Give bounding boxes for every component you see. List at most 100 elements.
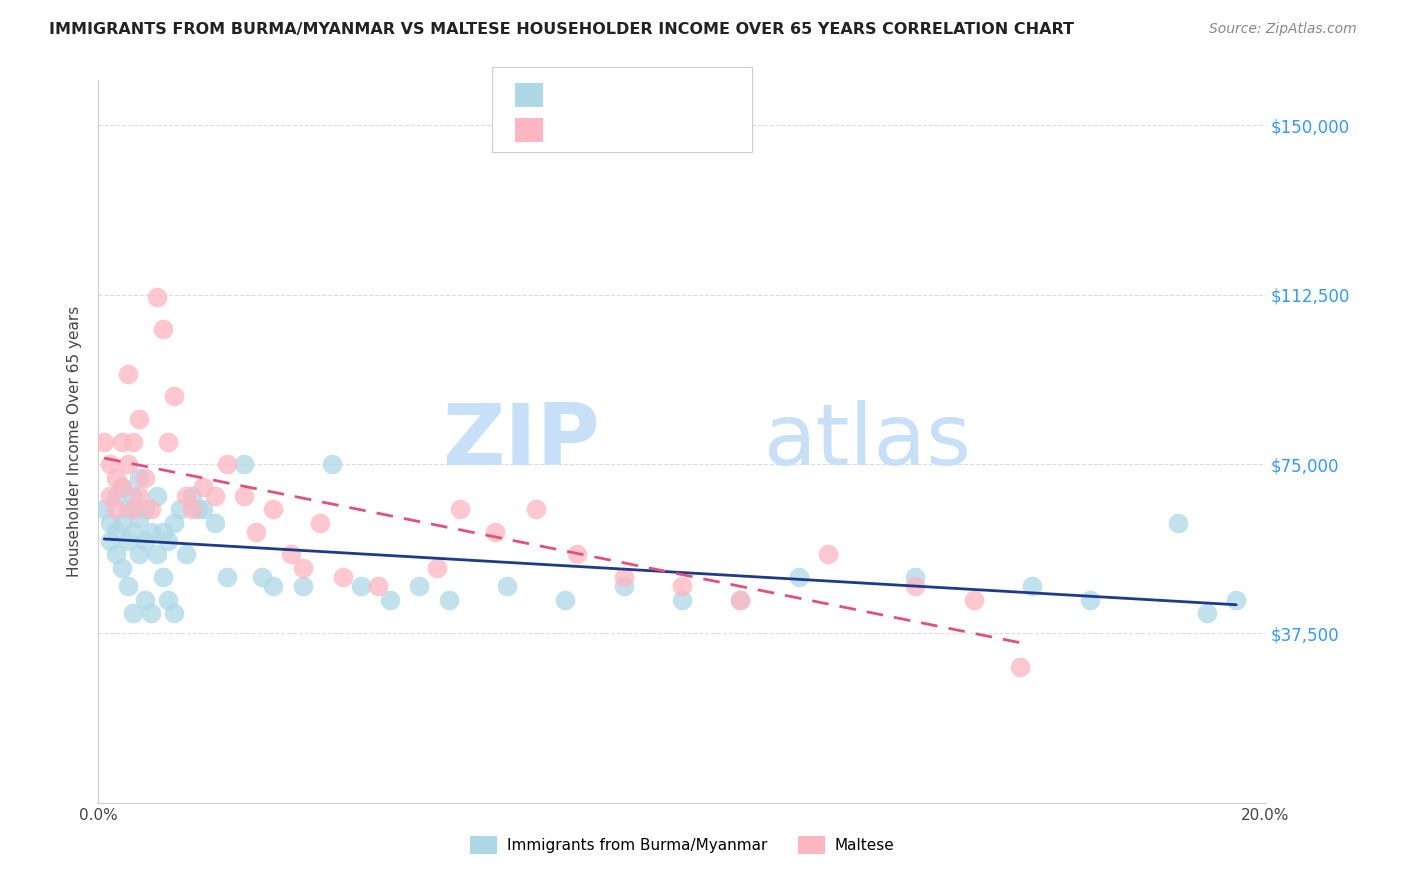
Point: [193, 502, 215, 516]
Point: [146, 489, 169, 503]
Point: [233, 457, 256, 471]
Point: [250, 570, 273, 584]
Point: [612, 570, 634, 584]
Point: [157, 533, 180, 548]
Point: [122, 502, 145, 516]
Point: [122, 524, 145, 539]
Point: [128, 412, 150, 426]
Text: -0.222: -0.222: [583, 88, 638, 103]
Point: [1225, 592, 1247, 607]
Point: [380, 592, 402, 607]
Point: [98, 533, 121, 548]
Point: [262, 502, 284, 516]
Point: [117, 457, 139, 471]
Point: [93, 434, 115, 449]
Point: [187, 502, 209, 516]
Point: [280, 548, 302, 562]
Point: [671, 592, 693, 607]
Point: [157, 592, 180, 607]
Point: [152, 321, 174, 335]
Text: N =: N =: [634, 123, 678, 138]
Point: [787, 570, 810, 584]
Point: [962, 592, 984, 607]
Text: R =: R =: [553, 123, 586, 138]
Point: [104, 524, 127, 539]
Point: [1010, 660, 1032, 674]
Point: [139, 606, 162, 620]
Point: [146, 548, 169, 562]
Point: [163, 389, 186, 403]
Point: [152, 524, 174, 539]
Point: [117, 367, 139, 381]
Point: [817, 548, 839, 562]
Point: [437, 592, 460, 607]
Point: [1195, 606, 1218, 620]
Point: [332, 570, 354, 584]
Point: [367, 579, 389, 593]
Text: R =: R =: [553, 88, 586, 103]
Text: N =: N =: [634, 88, 678, 103]
Point: [215, 457, 238, 471]
Point: [128, 548, 150, 562]
Point: [321, 457, 343, 471]
Point: [104, 502, 127, 516]
Point: [157, 434, 180, 449]
Point: [152, 570, 174, 584]
Point: [233, 489, 256, 503]
Point: [139, 502, 162, 516]
Point: [193, 480, 215, 494]
Point: [163, 516, 186, 530]
Text: Source: ZipAtlas.com: Source: ZipAtlas.com: [1209, 22, 1357, 37]
Point: [104, 470, 127, 484]
Point: [117, 579, 139, 593]
Point: [204, 489, 226, 503]
Point: [730, 592, 752, 607]
Point: [128, 470, 150, 484]
Point: [1021, 579, 1043, 593]
Text: 59: 59: [672, 88, 693, 103]
Point: [215, 570, 238, 584]
Point: [204, 516, 226, 530]
Point: [496, 579, 519, 593]
Text: atlas: atlas: [763, 400, 972, 483]
Point: [180, 502, 202, 516]
Point: [98, 516, 121, 530]
Point: [111, 516, 134, 530]
Point: [565, 548, 588, 562]
Point: [128, 489, 150, 503]
Point: [730, 592, 752, 607]
Point: [309, 516, 332, 530]
Point: [350, 579, 373, 593]
Point: [291, 561, 314, 575]
Point: [98, 457, 121, 471]
Point: [111, 561, 134, 575]
Point: [524, 502, 547, 516]
Point: [163, 606, 186, 620]
Point: [134, 592, 156, 607]
Point: [174, 489, 197, 503]
Point: [117, 502, 139, 516]
Point: [117, 533, 139, 548]
Point: [104, 548, 127, 562]
Point: [426, 561, 449, 575]
Point: [111, 434, 134, 449]
Text: 44: 44: [672, 123, 693, 138]
Text: -0.099: -0.099: [583, 123, 638, 138]
Point: [93, 502, 115, 516]
Point: [612, 579, 634, 593]
Point: [245, 524, 267, 539]
Point: [128, 511, 150, 525]
Point: [1167, 516, 1189, 530]
Point: [554, 592, 576, 607]
Text: IMMIGRANTS FROM BURMA/MYANMAR VS MALTESE HOUSEHOLDER INCOME OVER 65 YEARS CORREL: IMMIGRANTS FROM BURMA/MYANMAR VS MALTESE…: [49, 22, 1074, 37]
Point: [134, 502, 156, 516]
Point: [122, 434, 145, 449]
Point: [484, 524, 506, 539]
Point: [904, 570, 927, 584]
Point: [449, 502, 471, 516]
Point: [111, 480, 134, 494]
Y-axis label: Householder Income Over 65 years: Householder Income Over 65 years: [67, 306, 83, 577]
Point: [408, 579, 430, 593]
Point: [139, 524, 162, 539]
Point: [1080, 592, 1102, 607]
